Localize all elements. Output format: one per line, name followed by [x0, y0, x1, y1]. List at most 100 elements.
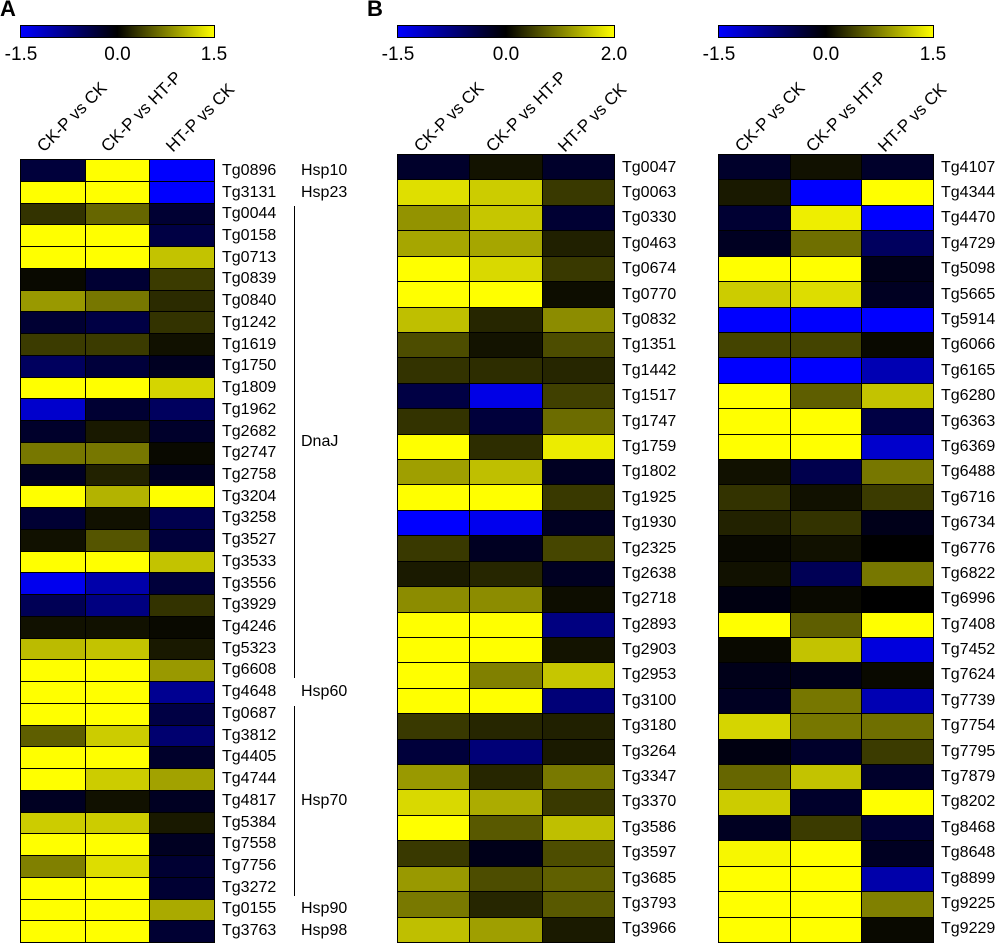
- gene-label-Tg4344: Tg4344: [941, 184, 996, 202]
- heatmap-cell-A-Tg4405-1: [85, 747, 150, 768]
- gene-label-Tg6776: Tg6776: [941, 539, 996, 557]
- gene-label-Tg7756: Tg7756: [222, 856, 277, 874]
- gene-label-Tg6280: Tg6280: [941, 387, 996, 405]
- heatmap-cell-A-Tg0839-1: [85, 268, 150, 290]
- heatmap-cell-B-right-Tg6488-2: [862, 460, 933, 485]
- heatmap-cell-B-right-Tg7754-0: [719, 714, 790, 739]
- heatmap-cell-B-left-Tg2953-1: [470, 663, 542, 688]
- gene-label-Tg6066: Tg6066: [941, 336, 996, 354]
- gene-label-Tg0463: Tg0463: [622, 234, 677, 252]
- heatmap-cell-B-left-Tg3685-0: [398, 866, 470, 892]
- heatmap-cell-B-right-Tg7739-0: [719, 688, 790, 714]
- family-label-Hsp98: Hsp98: [301, 922, 348, 940]
- heatmap-cell-B-left-Tg0674-2: [542, 256, 614, 282]
- heatmap-cell-B-left-Tg3180-1: [470, 714, 542, 739]
- gene-label-Tg4817: Tg4817: [222, 791, 277, 809]
- colorbar-A: [20, 25, 215, 38]
- heatmap-cell-A-Tg3272-1: [85, 877, 150, 899]
- heatmap-cell-B-right-Tg8202-0: [719, 790, 790, 815]
- gene-label-Tg5098: Tg5098: [941, 260, 996, 278]
- heatmap-cell-B-left-Tg3180-0: [398, 714, 470, 739]
- heatmap-cell-A-Tg2747-2: [150, 442, 214, 464]
- heatmap-cell-A-Tg3556-1: [85, 573, 150, 594]
- heatmap-cell-B-right-Tg6488-1: [790, 460, 862, 485]
- heatmap-cell-B-left-Tg0463-0: [398, 231, 470, 256]
- gene-label-Tg3527: Tg3527: [222, 531, 277, 549]
- heatmap-cell-A-Tg0158-2: [150, 225, 214, 246]
- heatmap-cell-B-right-Tg8468-2: [862, 815, 933, 841]
- heatmap-cell-B-right-Tg6280-0: [719, 383, 790, 409]
- gene-label-Tg7795: Tg7795: [941, 742, 996, 760]
- gene-label-Tg1759: Tg1759: [622, 437, 677, 455]
- heatmap-cell-B-left-Tg0047-1: [470, 155, 542, 180]
- heatmap-cell-A-Tg1809-2: [150, 377, 214, 399]
- gene-label-Tg0047: Tg0047: [622, 158, 677, 176]
- gene-label-Tg7408: Tg7408: [941, 615, 996, 633]
- heatmap-cell-B-right-Tg4729-2: [862, 231, 933, 256]
- gene-label-Tg4648: Tg4648: [222, 683, 277, 701]
- gene-label-Tg1351: Tg1351: [622, 336, 677, 354]
- heatmap-cell-B-left-Tg3264-0: [398, 739, 470, 765]
- gene-label-Tg6734: Tg6734: [941, 514, 996, 532]
- heatmap-cell-B-right-Tg6488-0: [719, 460, 790, 485]
- heatmap-cell-A-Tg7558-2: [150, 834, 214, 855]
- heatmap-cell-B-left-Tg2718-2: [542, 587, 614, 612]
- colorbar-tick-B-right-0: -1.5: [702, 44, 736, 65]
- gene-label-Tg0044: Tg0044: [222, 205, 277, 223]
- colorbar-tick-B-left-1: 0.0: [492, 44, 520, 65]
- heatmap-cell-A-Tg0044-2: [150, 203, 214, 225]
- gene-label-Tg3586: Tg3586: [622, 818, 677, 836]
- gene-label-Tg3966: Tg3966: [622, 920, 677, 938]
- heatmap-cell-B-left-Tg3597-1: [470, 841, 542, 866]
- heatmap-cell-B-left-Tg3966-2: [542, 917, 614, 942]
- heatmap-cell-B-right-Tg8202-1: [790, 790, 862, 815]
- heatmap-cell-A-Tg0044-1: [85, 203, 150, 225]
- heatmap-cell-B-left-Tg2638-0: [398, 561, 470, 587]
- heatmap-cell-B-right-Tg6716-2: [862, 485, 933, 510]
- heatmap-cell-B-left-Tg0770-2: [542, 282, 614, 307]
- heatmap-cell-A-Tg3527-1: [85, 529, 150, 551]
- heatmap-cell-B-right-Tg6369-2: [862, 434, 933, 460]
- heatmap-cell-A-Tg0896-2: [150, 160, 214, 181]
- gene-label-Tg6996: Tg6996: [941, 590, 996, 608]
- heatmap-cell-B-left-Tg2893-1: [470, 612, 542, 637]
- gene-label-Tg0770: Tg0770: [622, 285, 677, 303]
- heatmap-cell-B-right-Tg7408-1: [790, 612, 862, 637]
- heatmap-cell-A-Tg0713-2: [150, 247, 214, 268]
- gene-label-Tg2758: Tg2758: [222, 465, 277, 483]
- heatmap-cell-A-Tg3763-2: [150, 921, 214, 942]
- family-label-Hsp90: Hsp90: [301, 900, 348, 918]
- gene-label-Tg2718: Tg2718: [622, 590, 677, 608]
- gene-label-Tg1962: Tg1962: [222, 400, 277, 418]
- heatmap-cell-A-Tg3533-0: [21, 551, 85, 573]
- gene-label-Tg1930: Tg1930: [622, 514, 677, 532]
- colorbar-B-left: [397, 25, 615, 38]
- heatmap-cell-A-Tg1242-2: [150, 312, 214, 333]
- heatmap-cell-B-right-Tg5098-1: [790, 256, 862, 282]
- gene-label-Tg5914: Tg5914: [941, 311, 996, 329]
- heatmap-cell-B-right-Tg7452-0: [719, 637, 790, 663]
- gene-label-Tg0839: Tg0839: [222, 270, 277, 288]
- heatmap-cell-B-left-Tg1930-1: [470, 510, 542, 536]
- heatmap-cell-A-Tg3131-1: [85, 181, 150, 203]
- heatmap-cell-B-right-Tg4107-2: [862, 155, 933, 180]
- heatmap-cell-B-right-Tg7624-0: [719, 663, 790, 688]
- heatmap-cell-A-Tg0839-2: [150, 268, 214, 290]
- heatmap-cell-B-right-Tg9229-0: [719, 917, 790, 942]
- family-label-Hsp60: Hsp60: [301, 683, 348, 701]
- heatmap-cell-B-right-Tg7408-0: [719, 612, 790, 637]
- gene-label-Tg5323: Tg5323: [222, 639, 277, 657]
- heatmap-cell-B-right-Tg6369-0: [719, 434, 790, 460]
- gene-label-Tg7624: Tg7624: [941, 666, 996, 684]
- heatmap-cell-B-left-Tg3793-1: [470, 892, 542, 917]
- heatmap-cell-B-left-Tg3597-2: [542, 841, 614, 866]
- heatmap-cell-B-left-Tg2903-0: [398, 637, 470, 663]
- heatmap-cell-A-Tg3929-2: [150, 595, 214, 616]
- heatmap-cell-B-left-Tg3100-2: [542, 688, 614, 714]
- heatmap-cell-B-left-Tg0674-0: [398, 256, 470, 282]
- heatmap-cell-B-right-Tg7624-1: [790, 663, 862, 688]
- column-header-B-left-0: CK-P vs CK: [410, 78, 488, 156]
- heatmap-cell-B-left-Tg0330-0: [398, 205, 470, 231]
- gene-label-Tg7739: Tg7739: [941, 691, 996, 709]
- gene-label-Tg4470: Tg4470: [941, 209, 996, 227]
